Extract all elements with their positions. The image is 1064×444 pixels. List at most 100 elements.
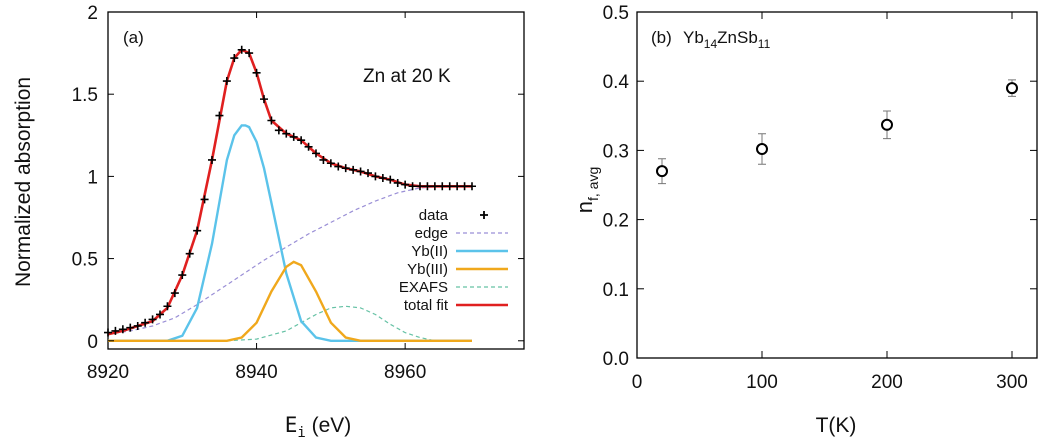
data-point bbox=[453, 182, 462, 191]
panel-b-series-group bbox=[656, 79, 1018, 185]
data-point bbox=[881, 118, 893, 131]
legend-label: edge bbox=[415, 225, 448, 242]
data-point bbox=[148, 315, 157, 324]
data-point bbox=[1006, 82, 1018, 95]
data-point bbox=[289, 132, 298, 141]
panel-a-annotation: Zn at 20 K bbox=[363, 66, 451, 87]
x-tick-label: 100 bbox=[746, 372, 778, 393]
data-point bbox=[304, 142, 313, 151]
series-line-edge bbox=[107, 185, 472, 335]
data-point bbox=[312, 149, 320, 158]
data-point bbox=[401, 180, 410, 189]
data-point bbox=[193, 226, 202, 235]
y-axis-symbol: n bbox=[572, 201, 597, 213]
panel-a-x-axis-label: Ei (eV) bbox=[285, 413, 352, 441]
data-point bbox=[326, 159, 335, 168]
y-axis-subscript: f, avg bbox=[585, 167, 601, 201]
data-point bbox=[349, 165, 358, 174]
data-point bbox=[756, 143, 768, 156]
data-point bbox=[386, 175, 395, 184]
data-point bbox=[208, 155, 216, 164]
compound-subscript: 11 bbox=[758, 37, 771, 51]
data-point bbox=[656, 165, 668, 178]
data-point bbox=[364, 169, 372, 178]
data-point bbox=[416, 182, 424, 191]
data-point bbox=[104, 328, 112, 337]
data-point bbox=[141, 318, 150, 327]
data-point bbox=[430, 182, 439, 191]
x-tick-label: 8940 bbox=[235, 362, 277, 383]
data-point bbox=[200, 195, 209, 204]
x-axis-unit: (eV) bbox=[306, 414, 352, 437]
data-point bbox=[156, 310, 164, 319]
y-tick-label: 0.3 bbox=[603, 141, 629, 162]
data-point bbox=[438, 182, 447, 191]
y-tick-label: 0.5 bbox=[72, 250, 98, 271]
compound-text: ZnSb bbox=[717, 28, 758, 47]
data-point bbox=[334, 162, 343, 171]
x-axis-subscript: i bbox=[297, 425, 305, 441]
y-tick-label: 0.1 bbox=[603, 280, 629, 301]
panel-a-plot-frame bbox=[107, 11, 525, 350]
data-point bbox=[245, 49, 254, 58]
data-point bbox=[423, 182, 432, 191]
compound-subscript: 14 bbox=[704, 37, 718, 51]
legend-label: EXAFS bbox=[399, 279, 448, 296]
data-point bbox=[282, 129, 291, 138]
data-point bbox=[341, 164, 350, 173]
panel-a-absorption-chart: 8920 8940 8960 0 0.5 1 1.5 2 (a) Zn at 20 K Nor… bbox=[12, 3, 525, 441]
y-tick-label: 1.5 bbox=[72, 85, 98, 106]
data-point bbox=[393, 178, 402, 187]
data-point bbox=[445, 182, 454, 191]
data-point bbox=[126, 323, 135, 332]
data-point bbox=[408, 182, 417, 191]
data-point bbox=[111, 326, 120, 335]
legend-label: Yb(II) bbox=[411, 243, 448, 260]
data-point bbox=[297, 136, 306, 145]
legend-sample bbox=[480, 211, 488, 219]
data-point bbox=[260, 95, 268, 104]
panel-a-ticks: 8920 8940 8960 0 0.5 1 1.5 2 bbox=[72, 3, 524, 383]
data-point bbox=[267, 116, 276, 125]
data-point bbox=[163, 302, 172, 311]
data-point bbox=[460, 182, 469, 191]
compound-text: Yb bbox=[683, 28, 704, 47]
legend-label: data bbox=[419, 207, 449, 224]
y-tick-label: 2 bbox=[87, 3, 98, 24]
y-tick-label: 1 bbox=[87, 167, 98, 188]
x-tick-label: 8920 bbox=[87, 362, 129, 383]
x-tick-label: 200 bbox=[871, 372, 903, 393]
panel-b-plot-frame bbox=[636, 11, 1038, 359]
y-tick-label: 0.4 bbox=[603, 72, 630, 93]
data-point bbox=[356, 167, 365, 176]
data-point bbox=[252, 68, 261, 77]
x-tick-label: 0 bbox=[632, 372, 643, 393]
data-point bbox=[118, 325, 127, 334]
data-point bbox=[230, 54, 239, 63]
panel-b-valence-chart: 0 100 200 300 0.0 0.1 0.2 0.3 0.4 0.5 (b) Yb14ZnS… bbox=[572, 3, 1038, 437]
y-tick-label: 0.0 bbox=[603, 349, 629, 370]
legend-label: total fit bbox=[404, 297, 449, 314]
series-line-exafs bbox=[226, 305, 436, 342]
data-point bbox=[319, 155, 328, 164]
data-point bbox=[178, 271, 187, 280]
y-tick-label: 0 bbox=[87, 332, 98, 353]
data-point bbox=[215, 111, 224, 120]
legend-label: Yb(III) bbox=[407, 261, 448, 278]
panel-b-y-axis-label: nf, avg bbox=[572, 167, 601, 214]
data-point bbox=[133, 321, 142, 330]
data-point bbox=[274, 126, 283, 135]
data-point bbox=[468, 182, 476, 191]
y-tick-label: 0.2 bbox=[603, 211, 629, 232]
panel-a-series-group bbox=[104, 45, 476, 342]
data-point bbox=[237, 45, 246, 54]
series-line-yb-ii- bbox=[108, 124, 472, 342]
panel-a-label: (a) bbox=[123, 28, 144, 47]
panel-a-y-axis-label: Normalized absorption bbox=[12, 77, 35, 287]
data-point bbox=[185, 249, 194, 258]
y-tick-label: 0.5 bbox=[603, 3, 629, 24]
data-point bbox=[222, 77, 231, 86]
x-tick-label: 300 bbox=[996, 372, 1028, 393]
